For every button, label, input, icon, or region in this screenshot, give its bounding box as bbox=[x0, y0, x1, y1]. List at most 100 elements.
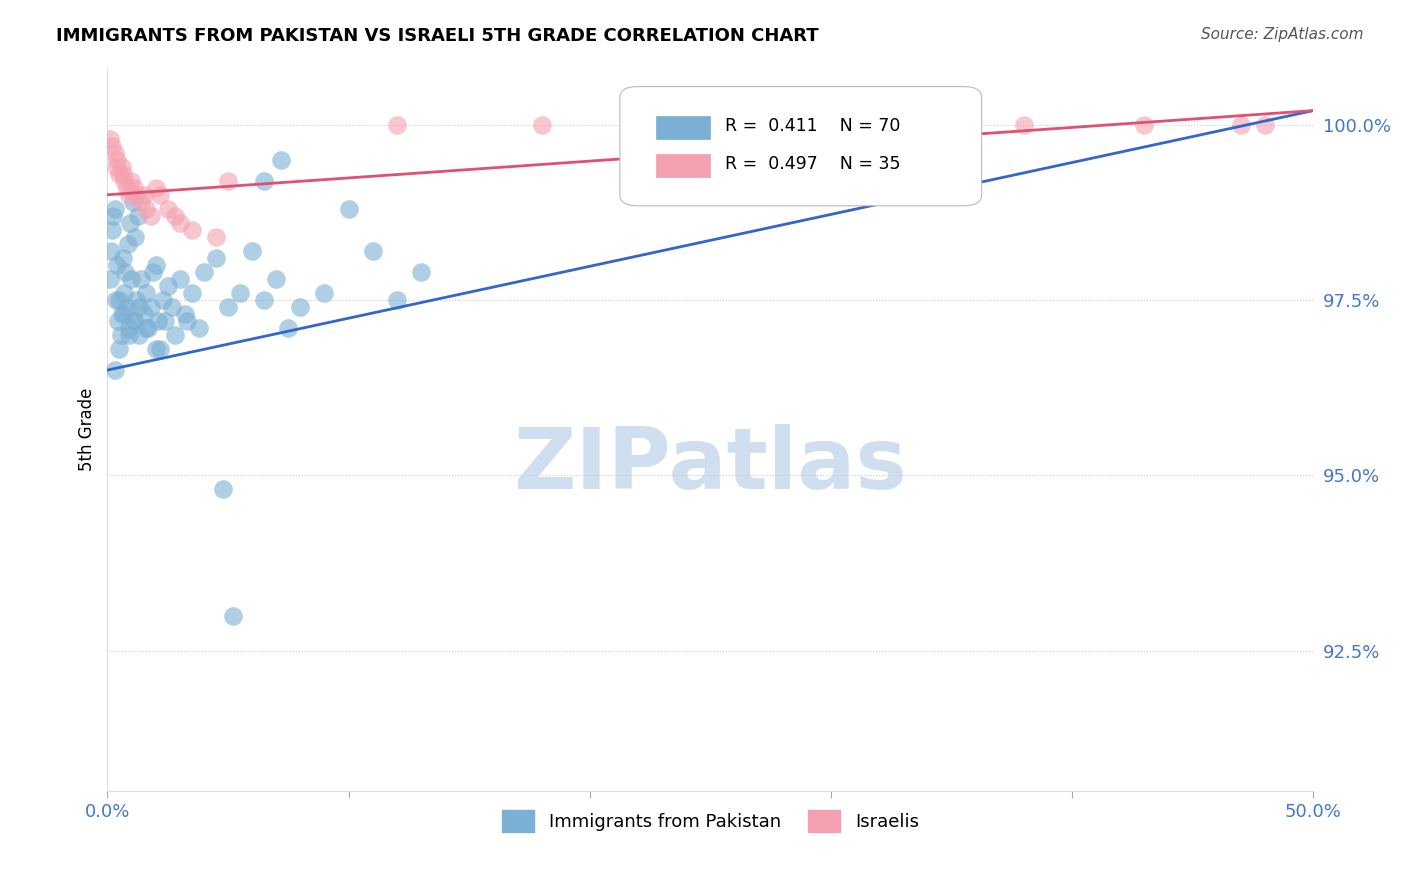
Point bbox=[101, 223, 124, 237]
Point bbox=[115, 300, 138, 314]
Point bbox=[105, 258, 128, 272]
Point bbox=[139, 300, 162, 314]
Point bbox=[1230, 118, 1253, 132]
Point bbox=[117, 236, 139, 251]
Point bbox=[240, 244, 263, 258]
Point bbox=[132, 187, 155, 202]
Point bbox=[229, 285, 252, 300]
Point bbox=[104, 145, 127, 160]
Point bbox=[152, 293, 174, 307]
Text: R =  0.411    N = 70: R = 0.411 N = 70 bbox=[725, 118, 900, 136]
Point bbox=[122, 314, 145, 328]
Point bbox=[180, 223, 202, 237]
Bar bbox=[657, 153, 710, 177]
Point bbox=[129, 272, 152, 286]
Point bbox=[129, 194, 152, 209]
Point bbox=[122, 314, 145, 328]
Point bbox=[125, 293, 148, 307]
Point bbox=[212, 483, 235, 497]
Point bbox=[107, 314, 129, 328]
Point bbox=[103, 209, 125, 223]
Point bbox=[120, 216, 142, 230]
Point bbox=[385, 118, 408, 132]
Point bbox=[145, 180, 167, 194]
Point bbox=[135, 321, 157, 335]
Point bbox=[132, 307, 155, 321]
Point bbox=[409, 265, 432, 279]
Point bbox=[627, 118, 650, 132]
Point bbox=[135, 202, 157, 216]
Text: IMMIGRANTS FROM PAKISTAN VS ISRAELI 5TH GRADE CORRELATION CHART: IMMIGRANTS FROM PAKISTAN VS ISRAELI 5TH … bbox=[56, 27, 818, 45]
Point bbox=[145, 258, 167, 272]
Point bbox=[139, 209, 162, 223]
Point bbox=[135, 285, 157, 300]
Point bbox=[169, 216, 191, 230]
Point bbox=[124, 230, 146, 244]
Point bbox=[111, 307, 134, 321]
Point bbox=[104, 293, 127, 307]
Point bbox=[169, 272, 191, 286]
Point bbox=[98, 131, 121, 145]
Point bbox=[104, 160, 127, 174]
Bar bbox=[657, 116, 710, 139]
Point bbox=[145, 342, 167, 356]
Point bbox=[112, 307, 135, 321]
Text: R =  0.497    N = 35: R = 0.497 N = 35 bbox=[725, 155, 900, 173]
Point bbox=[101, 138, 124, 153]
Point bbox=[173, 307, 195, 321]
Point bbox=[277, 321, 299, 335]
Point bbox=[253, 293, 276, 307]
Point bbox=[205, 230, 228, 244]
Point bbox=[1133, 118, 1156, 132]
Point bbox=[176, 314, 198, 328]
Point bbox=[127, 209, 149, 223]
Point bbox=[100, 244, 122, 258]
Point bbox=[125, 187, 148, 202]
Text: Source: ZipAtlas.com: Source: ZipAtlas.com bbox=[1201, 27, 1364, 42]
Point bbox=[142, 265, 165, 279]
Point bbox=[146, 314, 169, 328]
Point bbox=[530, 118, 553, 132]
Point bbox=[253, 174, 276, 188]
Point bbox=[118, 328, 141, 343]
Point bbox=[222, 608, 245, 623]
Point bbox=[108, 167, 131, 181]
Point bbox=[112, 251, 135, 265]
Point bbox=[1254, 118, 1277, 132]
Point bbox=[128, 328, 150, 343]
Point bbox=[121, 194, 143, 209]
Point bbox=[163, 209, 186, 223]
Point bbox=[115, 180, 138, 194]
Point bbox=[121, 272, 143, 286]
Point bbox=[891, 118, 914, 132]
Point bbox=[270, 153, 292, 167]
Point bbox=[162, 300, 184, 314]
Point bbox=[156, 202, 179, 216]
Point bbox=[105, 153, 128, 167]
Point bbox=[112, 174, 135, 188]
Point bbox=[361, 244, 384, 258]
Point bbox=[98, 272, 121, 286]
Point bbox=[121, 174, 143, 188]
Point bbox=[128, 300, 150, 314]
Point bbox=[385, 293, 408, 307]
Y-axis label: 5th Grade: 5th Grade bbox=[79, 388, 96, 471]
Point bbox=[337, 202, 360, 216]
Point bbox=[1012, 118, 1035, 132]
Point bbox=[314, 285, 336, 300]
Point bbox=[163, 328, 186, 343]
Point bbox=[108, 293, 131, 307]
Point bbox=[156, 279, 179, 293]
Legend: Immigrants from Pakistan, Israelis: Immigrants from Pakistan, Israelis bbox=[495, 803, 927, 839]
Point bbox=[149, 342, 172, 356]
Point bbox=[205, 251, 228, 265]
Point bbox=[155, 314, 177, 328]
Point bbox=[122, 180, 145, 194]
Point bbox=[114, 265, 136, 279]
Point bbox=[180, 285, 202, 300]
Point bbox=[217, 300, 239, 314]
Point bbox=[111, 160, 134, 174]
Point bbox=[108, 342, 131, 356]
Point bbox=[112, 167, 135, 181]
FancyBboxPatch shape bbox=[620, 87, 981, 206]
